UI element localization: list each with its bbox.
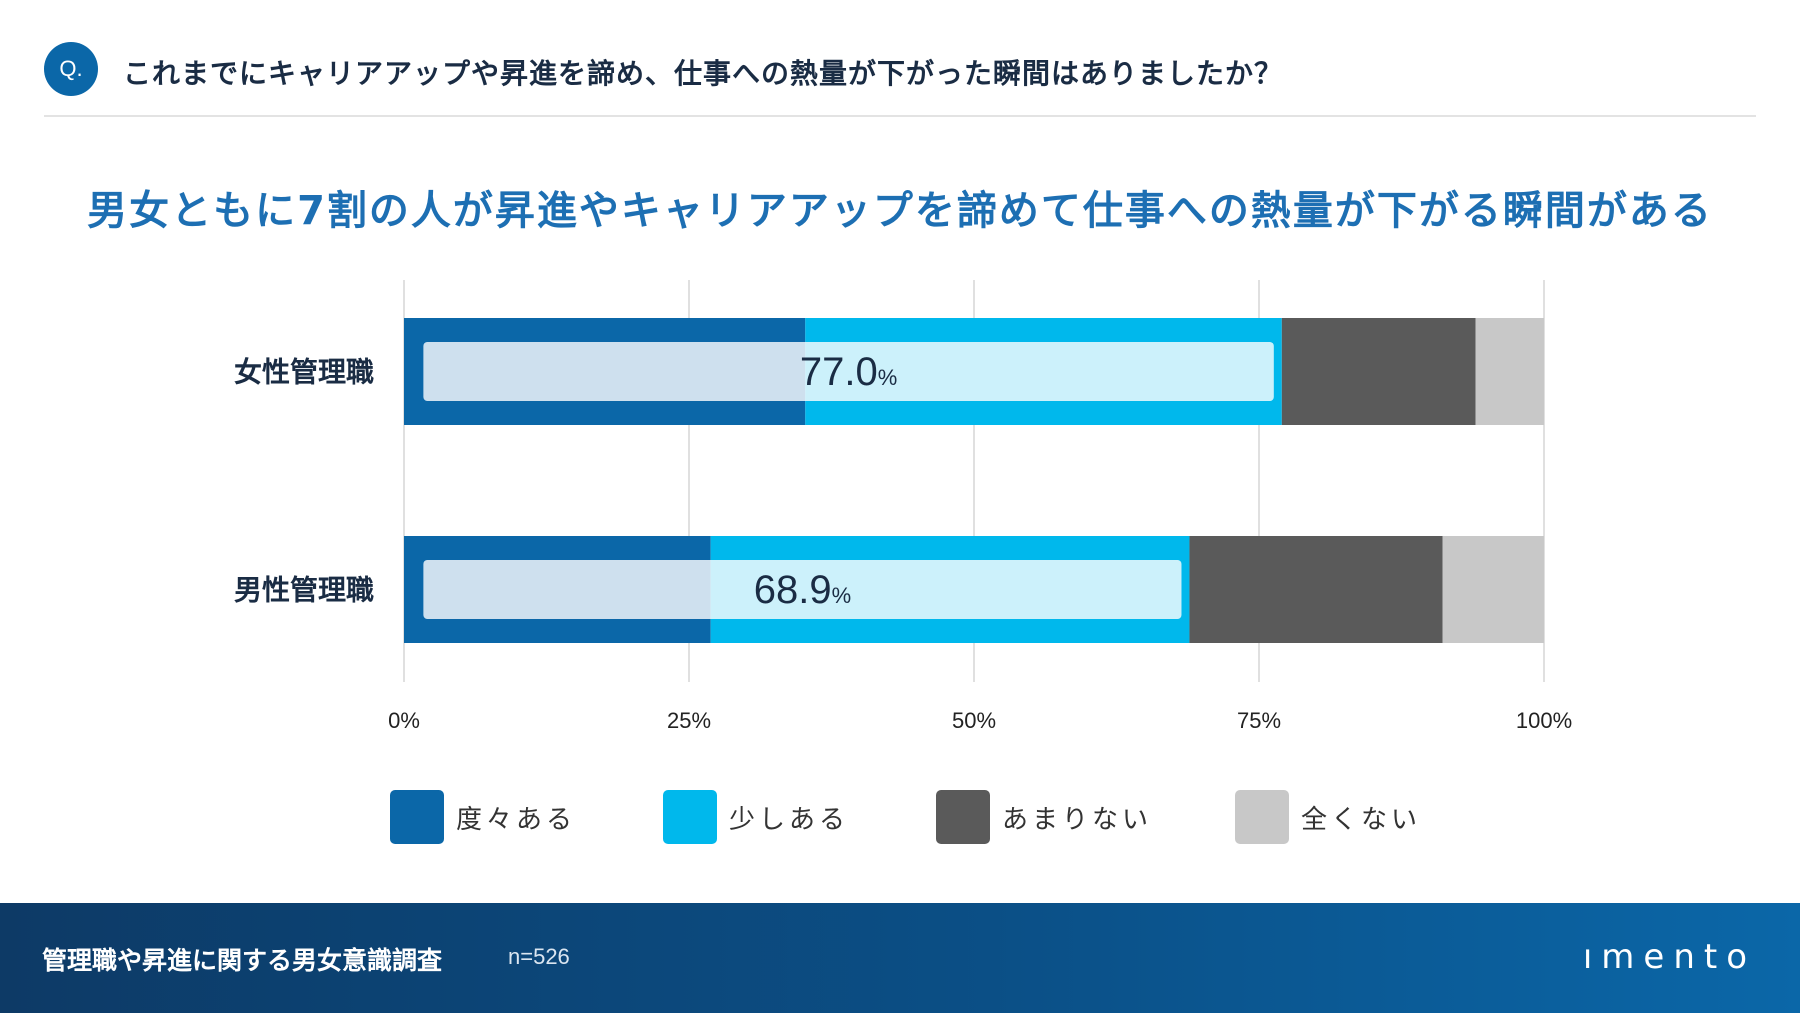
question-text: これまでにキャリアアップや昇進を諦め、仕事への熱量が下がった瞬間はありましたか？ <box>123 57 1284 90</box>
survey-title: 管理職や昇進に関する男女意識調査 <box>42 946 443 975</box>
legend-swatch <box>390 790 444 844</box>
legend-label: 少しある <box>729 805 850 835</box>
sample-size: n=526 <box>508 944 570 969</box>
x-tick-label: 25% <box>667 708 711 733</box>
bar-segment <box>1475 318 1544 425</box>
bar-segment <box>1442 536 1544 643</box>
chart-headline: 男女ともに7割の人が昇進やキャリアアップを諦めて仕事への熱量が下がる瞬間がある <box>87 188 1713 234</box>
x-tick-label: 0% <box>388 708 420 733</box>
category-label: 男性管理職 <box>234 574 374 607</box>
total-data-label: 77.0% <box>800 350 897 394</box>
bar-segment <box>1189 536 1443 643</box>
x-tick-label: 50% <box>952 708 996 733</box>
total-overlay-bar <box>423 560 1182 619</box>
mento-logo: ımento <box>1582 937 1756 977</box>
x-tick-label: 100% <box>1516 708 1572 733</box>
legend-label: 全くない <box>1301 805 1422 835</box>
total-unit: % <box>832 583 852 608</box>
legend-label: 度々ある <box>456 805 577 835</box>
legend-swatch <box>663 790 717 844</box>
chart-legend: 度々ある 少しある あまりない 全くない <box>390 790 1490 844</box>
header-divider <box>44 115 1756 117</box>
total-value: 68.9 <box>754 568 832 612</box>
category-label: 女性管理職 <box>234 356 374 389</box>
legend-swatch <box>936 790 990 844</box>
legend-label: あまりない <box>1002 805 1153 835</box>
bar-segment <box>1281 318 1476 425</box>
legend-swatch <box>1235 790 1289 844</box>
total-overlay-bar <box>423 342 1274 401</box>
footer-bar: 管理職や昇進に関する男女意識調査 n=526 ımento <box>0 903 1800 1013</box>
total-data-label: 68.9% <box>754 568 851 612</box>
x-tick-label: 75% <box>1237 708 1281 733</box>
total-value: 77.0 <box>800 350 878 394</box>
question-badge: Q. <box>44 42 98 96</box>
question-header: Q. これまでにキャリアアップや昇進を諦め、仕事への熱量が下がった瞬間はありまし… <box>44 42 1754 112</box>
total-unit: % <box>878 365 898 390</box>
